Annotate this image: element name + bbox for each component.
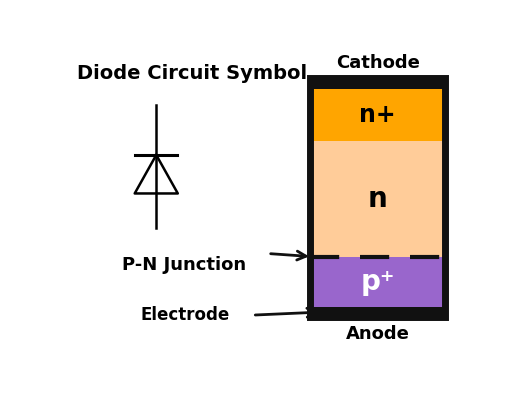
Text: Diode Circuit Symbol: Diode Circuit Symbol xyxy=(77,64,307,83)
Bar xyxy=(310,78,445,318)
Bar xyxy=(310,78,445,89)
Text: Cathode: Cathode xyxy=(336,54,419,72)
Bar xyxy=(310,89,445,141)
Text: n: n xyxy=(368,185,388,213)
Bar xyxy=(310,141,445,257)
Text: n+: n+ xyxy=(359,103,396,127)
Text: P-N Junction: P-N Junction xyxy=(122,256,246,274)
Text: Electrode: Electrode xyxy=(141,306,230,324)
Text: Anode: Anode xyxy=(346,325,409,343)
Text: p⁺: p⁺ xyxy=(361,268,395,296)
Bar xyxy=(310,257,445,307)
Bar xyxy=(310,307,445,318)
